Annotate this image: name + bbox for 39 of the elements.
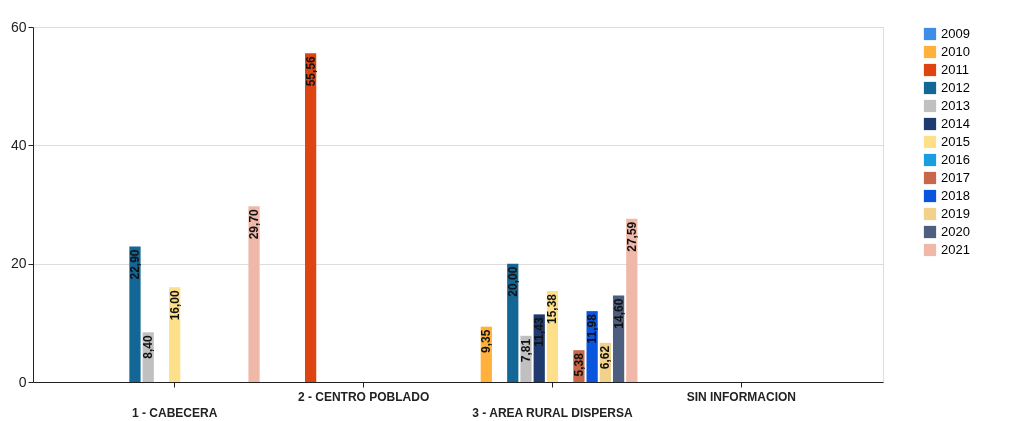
- legend-label: 2018: [941, 188, 970, 203]
- data-label: 9,35: [479, 329, 494, 354]
- legend-label: 2015: [941, 134, 970, 149]
- data-label: 16,00: [167, 290, 182, 321]
- y-tick-label: 60: [10, 18, 27, 35]
- data-label: 27,59: [624, 221, 639, 252]
- legend-label: 2020: [941, 224, 970, 239]
- data-label: 15,38: [545, 293, 560, 325]
- data-label: 14,60: [611, 298, 626, 329]
- data-label: 55,56: [303, 55, 318, 87]
- bar: [129, 246, 141, 382]
- data-label: 20,00: [505, 266, 520, 297]
- x-tick-label: 1 - CABECERA: [131, 405, 218, 420]
- legend-label: 2011: [941, 62, 969, 77]
- legend-label: 2014: [941, 116, 970, 131]
- y-tick-label: 40: [10, 136, 27, 153]
- data-label: 5,38: [571, 352, 586, 377]
- x-tick-label: 2 - CENTRO POBLADO: [297, 389, 430, 404]
- x-tick-label: SIN INFORMACION: [686, 389, 797, 404]
- y-tick-label: 0: [18, 373, 27, 390]
- legend-label: 2017: [941, 170, 970, 185]
- data-label: 29,70: [247, 208, 262, 240]
- x-tick-label: 3 - AREA RURAL DISPERSA: [472, 405, 633, 420]
- data-label: 7,81: [518, 338, 533, 363]
- legend-label: 2012: [941, 80, 970, 95]
- bar: [248, 206, 260, 382]
- data-label: 11,98: [585, 313, 600, 344]
- bar: [305, 53, 317, 382]
- legend-label: 2019: [941, 206, 970, 221]
- data-label: 6,62: [598, 345, 613, 370]
- legend-label: 2016: [941, 152, 970, 167]
- legend-label: 2010: [941, 44, 970, 59]
- y-tick-label: 20: [10, 255, 27, 272]
- legend-label: 2009: [941, 26, 970, 41]
- legend-label: 2021: [941, 242, 970, 257]
- data-label: 11,43: [532, 317, 547, 347]
- data-label: 22,90: [127, 249, 142, 280]
- data-label: 8,40: [141, 334, 156, 359]
- legend-label: 2013: [941, 98, 970, 113]
